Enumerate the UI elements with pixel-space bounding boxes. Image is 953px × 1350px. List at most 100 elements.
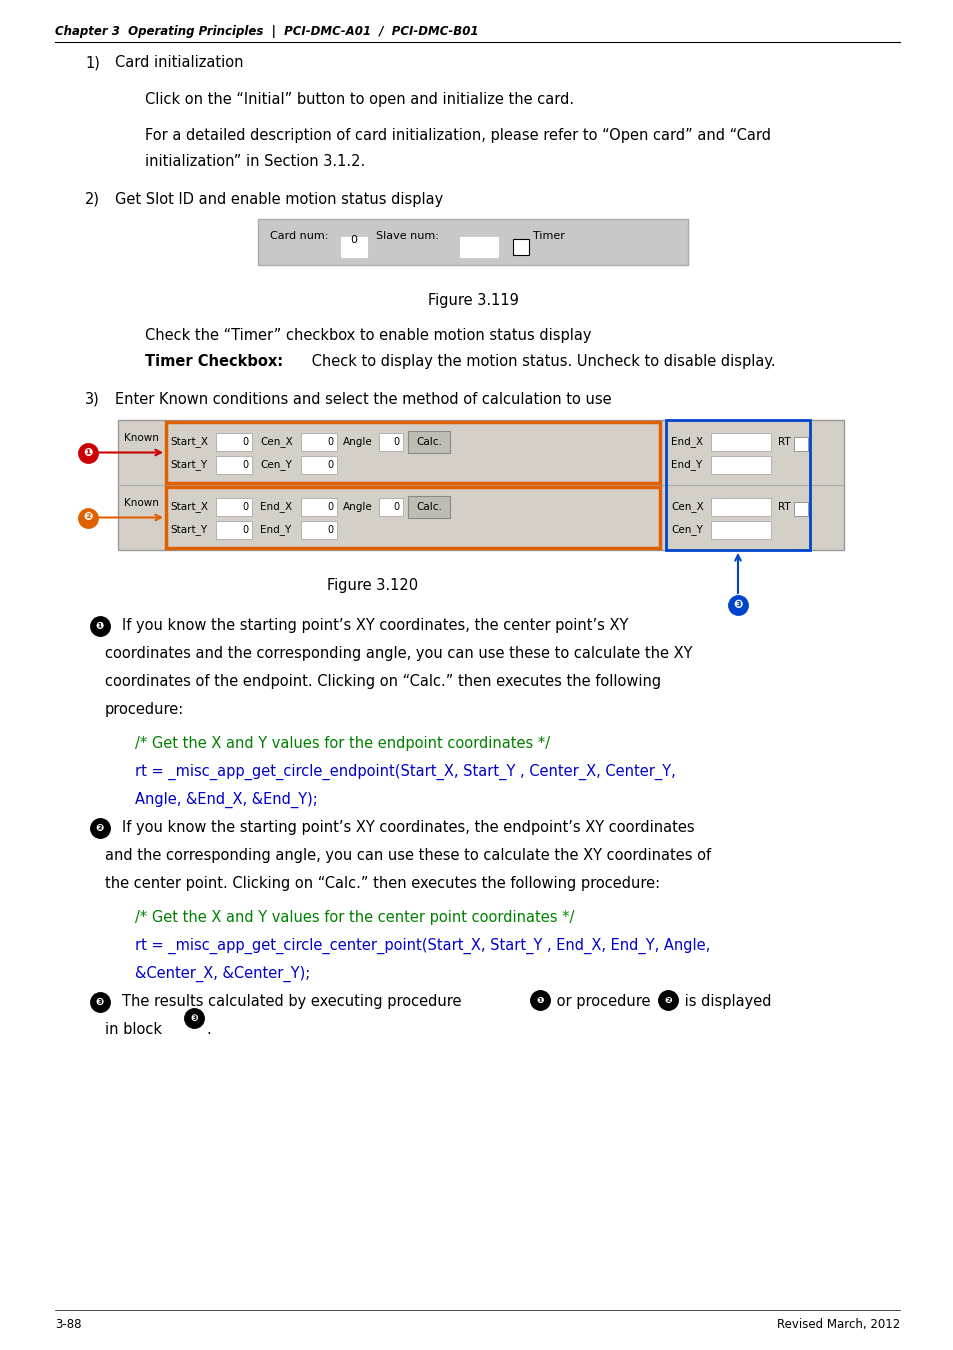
Text: coordinates and the corresponding angle, you can use these to calculate the XY: coordinates and the corresponding angle,… bbox=[105, 647, 692, 662]
FancyBboxPatch shape bbox=[215, 456, 252, 474]
Text: Get Slot ID and enable motion status display: Get Slot ID and enable motion status dis… bbox=[115, 192, 443, 207]
Text: Calc.: Calc. bbox=[416, 502, 441, 512]
Text: ❸: ❸ bbox=[95, 998, 104, 1007]
Text: Check the “Timer” checkbox to enable motion status display: Check the “Timer” checkbox to enable mot… bbox=[145, 328, 591, 343]
Text: Click on the “Initial” button to open and initialize the card.: Click on the “Initial” button to open an… bbox=[145, 92, 574, 107]
Text: ❸: ❸ bbox=[733, 599, 741, 610]
FancyBboxPatch shape bbox=[710, 498, 770, 516]
Text: Cen_Y: Cen_Y bbox=[670, 525, 702, 536]
Text: 0: 0 bbox=[328, 460, 334, 470]
Text: the center point. Clicking on “Calc.” then executes the following procedure:: the center point. Clicking on “Calc.” th… bbox=[105, 876, 659, 891]
Text: Card num:: Card num: bbox=[270, 231, 328, 242]
Text: End_Y: End_Y bbox=[670, 459, 701, 470]
Text: ❸: ❸ bbox=[190, 1014, 197, 1022]
Text: initialization” in Section 3.1.2.: initialization” in Section 3.1.2. bbox=[145, 154, 365, 169]
Text: Check to display the motion status. Uncheck to disable display.: Check to display the motion status. Unch… bbox=[307, 354, 775, 369]
Text: rt = _misc_app_get_circle_center_point(Start_X, Start_Y , End_X, End_Y, Angle,: rt = _misc_app_get_circle_center_point(S… bbox=[135, 938, 709, 954]
FancyBboxPatch shape bbox=[378, 498, 402, 516]
Text: RT: RT bbox=[778, 502, 790, 512]
Text: Chapter 3  Operating Principles  |  PCI-DMC-A01  /  PCI-DMC-B01: Chapter 3 Operating Principles | PCI-DMC… bbox=[55, 26, 478, 38]
Text: 0: 0 bbox=[350, 235, 357, 244]
Text: Start_Y: Start_Y bbox=[170, 525, 207, 536]
Text: 0: 0 bbox=[243, 437, 249, 447]
Text: If you know the starting point’s XY coordinates, the endpoint’s XY coordinates: If you know the starting point’s XY coor… bbox=[122, 819, 694, 836]
Text: 3-88: 3-88 bbox=[55, 1318, 81, 1331]
Text: is displayed: is displayed bbox=[679, 994, 771, 1008]
Text: Start_X: Start_X bbox=[170, 502, 208, 513]
Text: 0: 0 bbox=[394, 437, 399, 447]
FancyBboxPatch shape bbox=[793, 502, 807, 516]
FancyBboxPatch shape bbox=[710, 521, 770, 539]
FancyBboxPatch shape bbox=[215, 433, 252, 451]
Text: Figure 3.119: Figure 3.119 bbox=[427, 293, 517, 308]
FancyBboxPatch shape bbox=[793, 437, 807, 451]
Text: procedure:: procedure: bbox=[105, 702, 184, 717]
FancyBboxPatch shape bbox=[710, 433, 770, 451]
Text: Figure 3.120: Figure 3.120 bbox=[326, 578, 417, 593]
Text: .: . bbox=[206, 1022, 211, 1037]
FancyBboxPatch shape bbox=[257, 219, 687, 265]
FancyBboxPatch shape bbox=[301, 521, 336, 539]
Text: Slave num:: Slave num: bbox=[375, 231, 438, 242]
Text: ❷: ❷ bbox=[663, 995, 671, 1004]
Text: or procedure: or procedure bbox=[552, 994, 655, 1008]
Text: coordinates of the endpoint. Clicking on “Calc.” then executes the following: coordinates of the endpoint. Clicking on… bbox=[105, 674, 660, 688]
Text: ❷: ❷ bbox=[83, 513, 92, 522]
Text: 0: 0 bbox=[243, 525, 249, 535]
Text: and the corresponding angle, you can use these to calculate the XY coordinates o: and the corresponding angle, you can use… bbox=[105, 848, 710, 863]
Text: Timer: Timer bbox=[533, 231, 564, 242]
FancyBboxPatch shape bbox=[215, 498, 252, 516]
FancyBboxPatch shape bbox=[459, 238, 497, 256]
Text: Angle, &End_X, &End_Y);: Angle, &End_X, &End_Y); bbox=[135, 792, 317, 809]
Text: RT: RT bbox=[778, 437, 790, 447]
Text: 0: 0 bbox=[328, 525, 334, 535]
Text: Timer Checkbox:: Timer Checkbox: bbox=[145, 354, 283, 369]
Text: /* Get the X and Y values for the center point coordinates */: /* Get the X and Y values for the center… bbox=[135, 910, 574, 925]
Text: Cen_X: Cen_X bbox=[260, 436, 293, 447]
Text: If you know the starting point’s XY coordinates, the center point’s XY: If you know the starting point’s XY coor… bbox=[122, 618, 628, 633]
Text: 0: 0 bbox=[328, 437, 334, 447]
Text: Card initialization: Card initialization bbox=[115, 55, 243, 70]
Text: &Center_X, &Center_Y);: &Center_X, &Center_Y); bbox=[135, 967, 310, 983]
FancyBboxPatch shape bbox=[118, 420, 843, 549]
Text: Calc.: Calc. bbox=[416, 437, 441, 447]
Text: End_X: End_X bbox=[670, 436, 702, 447]
Text: Enter Known conditions and select the method of calculation to use: Enter Known conditions and select the me… bbox=[115, 392, 611, 406]
Text: Angle: Angle bbox=[343, 437, 373, 447]
Text: rt = _misc_app_get_circle_endpoint(Start_X, Start_Y , Center_X, Center_Y,: rt = _misc_app_get_circle_endpoint(Start… bbox=[135, 764, 675, 780]
Text: ❶: ❶ bbox=[83, 447, 92, 458]
Text: Start_X: Start_X bbox=[170, 436, 208, 447]
FancyBboxPatch shape bbox=[215, 521, 252, 539]
FancyBboxPatch shape bbox=[513, 239, 529, 255]
Text: Known: Known bbox=[124, 433, 159, 443]
Text: in block: in block bbox=[105, 1022, 167, 1037]
FancyBboxPatch shape bbox=[378, 433, 402, 451]
Text: Cen_Y: Cen_Y bbox=[260, 459, 292, 470]
FancyBboxPatch shape bbox=[301, 456, 336, 474]
FancyBboxPatch shape bbox=[710, 456, 770, 474]
FancyBboxPatch shape bbox=[301, 498, 336, 516]
Text: 0: 0 bbox=[243, 460, 249, 470]
Text: ❶: ❶ bbox=[536, 995, 543, 1004]
Text: Known: Known bbox=[124, 498, 159, 508]
Text: /* Get the X and Y values for the endpoint coordinates */: /* Get the X and Y values for the endpoi… bbox=[135, 736, 550, 751]
Text: Start_Y: Start_Y bbox=[170, 459, 207, 470]
Text: For a detailed description of card initialization, please refer to “Open card” a: For a detailed description of card initi… bbox=[145, 128, 770, 143]
Text: 0: 0 bbox=[394, 502, 399, 512]
Text: 3): 3) bbox=[85, 392, 100, 406]
Text: End_X: End_X bbox=[260, 502, 292, 513]
Text: 0: 0 bbox=[243, 502, 249, 512]
Text: 1): 1) bbox=[85, 55, 100, 70]
FancyBboxPatch shape bbox=[301, 433, 336, 451]
FancyBboxPatch shape bbox=[340, 238, 367, 256]
Text: 0: 0 bbox=[328, 502, 334, 512]
FancyBboxPatch shape bbox=[408, 431, 450, 454]
Text: 2): 2) bbox=[85, 192, 100, 207]
Text: Revised March, 2012: Revised March, 2012 bbox=[776, 1318, 899, 1331]
FancyBboxPatch shape bbox=[408, 495, 450, 518]
Text: ❶: ❶ bbox=[95, 621, 104, 630]
Text: Angle: Angle bbox=[343, 502, 373, 512]
Text: Cen_X: Cen_X bbox=[670, 502, 703, 513]
Text: ❷: ❷ bbox=[95, 824, 104, 833]
Text: End_Y: End_Y bbox=[260, 525, 291, 536]
